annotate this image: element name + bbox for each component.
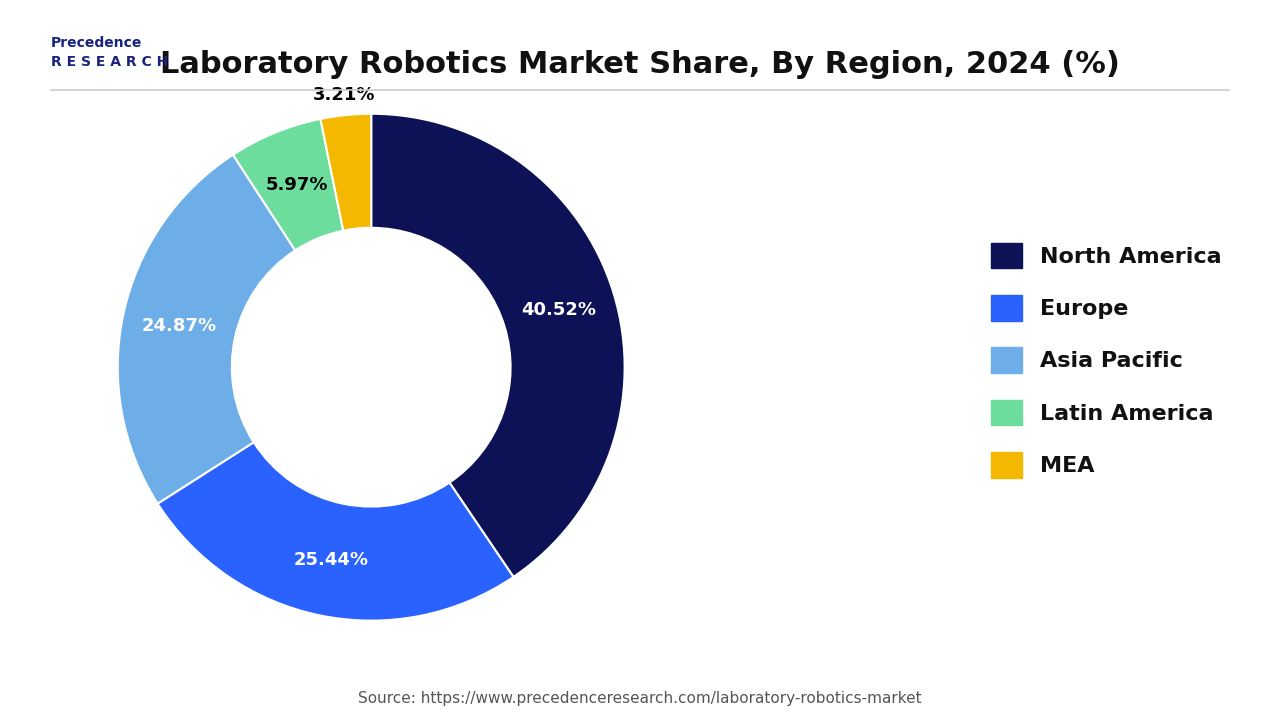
Text: 25.44%: 25.44% bbox=[294, 551, 369, 569]
Wedge shape bbox=[371, 114, 625, 577]
Text: 40.52%: 40.52% bbox=[521, 300, 596, 318]
Wedge shape bbox=[118, 155, 296, 503]
Text: 3.21%: 3.21% bbox=[312, 86, 375, 104]
Text: Source: https://www.precedenceresearch.com/laboratory-robotics-market: Source: https://www.precedenceresearch.c… bbox=[358, 690, 922, 706]
Wedge shape bbox=[157, 442, 513, 621]
Wedge shape bbox=[320, 114, 371, 230]
Legend: North America, Europe, Asia Pacific, Latin America, MEA: North America, Europe, Asia Pacific, Lat… bbox=[982, 233, 1230, 487]
Text: 24.87%: 24.87% bbox=[142, 317, 216, 335]
Text: 5.97%: 5.97% bbox=[265, 176, 328, 194]
Text: Precedence
R E S E A R C H: Precedence R E S E A R C H bbox=[51, 36, 169, 70]
Text: Laboratory Robotics Market Share, By Region, 2024 (%): Laboratory Robotics Market Share, By Reg… bbox=[160, 50, 1120, 79]
Wedge shape bbox=[233, 119, 343, 251]
